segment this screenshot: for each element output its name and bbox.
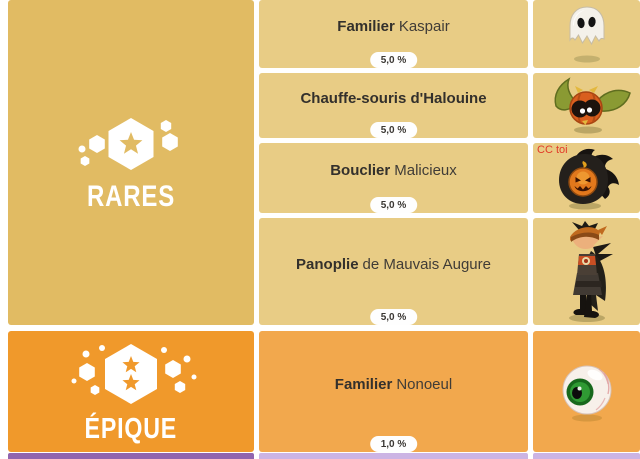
item-title: de Mauvais Augure: [362, 255, 491, 273]
item-name: Chauffe-souris d'Halouine: [300, 90, 486, 109]
item-name: Panoplie de Mauvais Augure: [296, 256, 491, 275]
item-name-cell-kaspair[interactable]: Familier Kaspair 5,0 %: [259, 0, 528, 68]
item-name: Bouclier Malicieux: [330, 162, 457, 181]
epique-tier-icon: [71, 344, 197, 404]
section-rares-label: RARES: [86, 179, 175, 213]
drop-rate-badge: 5,0 %: [369, 122, 418, 138]
item-type: Familier: [337, 18, 395, 36]
next-tier-image-strip: [533, 453, 640, 459]
drop-rate-badge: 5,0 %: [369, 197, 418, 213]
item-type: Panoplie: [296, 255, 359, 273]
drop-rate-badge: 1,0 %: [369, 436, 418, 452]
item-name: Familier Nonoeul: [335, 376, 452, 395]
rares-tier-icon: [78, 117, 178, 170]
item-title: Malicieux: [394, 162, 457, 180]
drop-rate-badge: 5,0 %: [369, 309, 418, 325]
eyeball-pet-icon: [562, 365, 611, 421]
item-type: Bouclier: [330, 162, 391, 180]
section-epique-panel: ÉPIQUE: [8, 331, 254, 452]
halloween-bat-icon: [554, 76, 631, 133]
section-epique-label: ÉPIQUE: [84, 413, 178, 445]
item-image-cell-panoplie[interactable]: [533, 218, 640, 325]
item-name-cell-bouclier[interactable]: Bouclier Malicieux 5,0 %: [259, 143, 528, 213]
bad-omen-set-icon: [568, 220, 613, 322]
item-title: Kaspair: [398, 18, 450, 36]
next-tier-panel-strip: [8, 453, 254, 459]
item-type: Familier: [334, 375, 393, 393]
item-title: Nonoeul: [396, 375, 453, 393]
item-name-cell-chauffe-souris[interactable]: Chauffe-souris d'Halouine 5,0 %: [259, 73, 528, 138]
item-name-cell-panoplie[interactable]: Panoplie de Mauvais Augure 5,0 %: [259, 218, 528, 325]
item-image-cell-nonoeul[interactable]: [533, 331, 640, 452]
item-image-cell-bouclier[interactable]: CC toi: [533, 143, 640, 213]
item-image-cell-kaspair[interactable]: [533, 0, 640, 68]
cc-toi-badge: CC toi: [537, 144, 568, 156]
drop-rate-badge: 5,0 %: [369, 52, 418, 68]
ghost-pet-icon: [569, 6, 604, 63]
item-name: Familier Kaspair: [337, 18, 449, 37]
next-tier-name-strip: [259, 453, 528, 459]
item-type: Chauffe-souris d'Halouine: [300, 89, 487, 107]
item-image-cell-chauffe-souris[interactable]: [533, 73, 640, 138]
section-rares-panel: RARES: [8, 0, 254, 325]
malicious-shield-icon: [558, 148, 619, 210]
item-name-cell-nonoeul[interactable]: Familier Nonoeul 1,0 %: [259, 331, 528, 452]
